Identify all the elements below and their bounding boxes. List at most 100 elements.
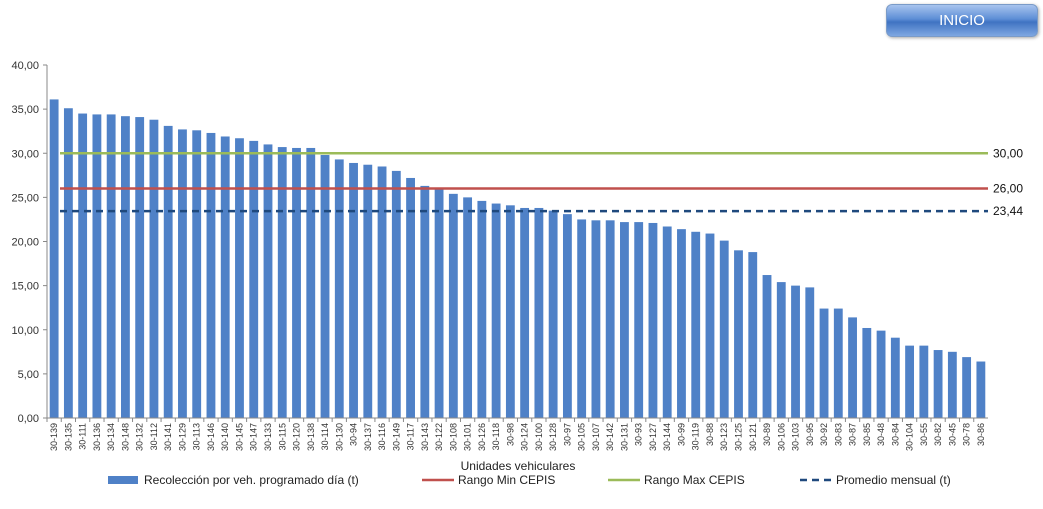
bar [620, 222, 629, 418]
bar [448, 193, 458, 418]
x-tick-label: 30-135 [63, 423, 73, 451]
bar [320, 155, 330, 418]
x-tick-label: 30-92 [819, 423, 829, 446]
x-tick-label: 30-82 [933, 423, 943, 446]
inicio-button[interactable]: INICIO [886, 4, 1038, 37]
bar [734, 250, 743, 418]
bar [249, 140, 259, 418]
bar [192, 130, 202, 418]
bar [648, 222, 658, 418]
x-tick-label: 30-129 [177, 423, 187, 451]
bar [78, 113, 88, 418]
x-tick-label: 30-111 [78, 423, 88, 450]
bar [890, 337, 900, 418]
bar [848, 317, 857, 418]
x-tick-label: 30-120 [292, 423, 302, 451]
bar [334, 159, 344, 419]
x-tick-label: 30-88 [705, 423, 715, 446]
bar [876, 330, 886, 418]
x-tick-label: 30-146 [206, 423, 216, 451]
bar [406, 177, 415, 418]
bars [49, 99, 986, 419]
x-tick-label: 30-145 [234, 423, 244, 451]
x-tick-label: 30-101 [463, 423, 473, 451]
bar [63, 108, 73, 419]
x-tick-label: 30-141 [163, 423, 173, 451]
bar [391, 170, 401, 418]
x-tick-label: 30-143 [420, 423, 430, 451]
bar [420, 185, 430, 418]
bar [862, 327, 872, 418]
x-tick-label: 30-89 [762, 423, 772, 446]
bar [719, 240, 729, 418]
x-tick-label: 30-114 [320, 423, 330, 450]
x-axis: 30-139 30-135 30-111 30-136 30-134 30-148 30-1… [46, 417, 988, 451]
x-tick-label: 30-98 [505, 423, 515, 446]
x-tick-label: 30-107 [591, 423, 601, 451]
x-tick-label: 30-134 [106, 423, 116, 451]
x-tick-label: 30-116 [377, 423, 387, 450]
bar [534, 207, 544, 418]
x-tick-label: 30-119 [691, 423, 701, 450]
bar [662, 226, 672, 418]
x-tick-label: 30-137 [363, 423, 373, 451]
x-tick-label: 30-99 [676, 423, 686, 446]
promedio-label: 23,44 [993, 204, 1023, 218]
bar [833, 308, 843, 418]
bar [463, 197, 473, 418]
x-tick-label: 30-78 [962, 423, 972, 446]
bar [962, 357, 972, 418]
x-tick-label: 30-149 [391, 423, 401, 451]
x-tick-label: 30-127 [648, 423, 658, 451]
bar [634, 222, 644, 418]
bar [505, 205, 515, 418]
x-tick-label: 30-83 [833, 423, 843, 446]
bar [106, 114, 116, 419]
x-tick-label: 30-147 [249, 423, 259, 451]
bar [776, 282, 786, 418]
x-tick-label: 30-126 [477, 423, 487, 451]
x-tick-label: 30-106 [776, 423, 786, 451]
x-tick-label: 30-86 [976, 423, 986, 446]
y-tick-label: 5,00 [18, 369, 39, 381]
x-tick-label: 30-84 [890, 423, 900, 446]
x-tick-label: 30-140 [220, 423, 230, 451]
bar [92, 114, 102, 419]
y-tick-label: 40,00 [11, 60, 39, 72]
legend-label: Rango Max CEPIS [644, 473, 745, 487]
bar [691, 231, 701, 418]
x-tick-label: 30-103 [791, 423, 801, 451]
bar [705, 233, 715, 418]
bar [220, 136, 230, 419]
max-cepis-label: 30,00 [993, 146, 1023, 160]
x-tick-label: 30-117 [406, 423, 416, 450]
x-tick-label: 30-144 [662, 423, 672, 451]
x-tick-label: 30-93 [634, 423, 644, 446]
bar [677, 229, 686, 418]
x-axis-title: Unidades vehiculares [461, 459, 576, 473]
bar [748, 252, 758, 418]
bar [235, 138, 244, 418]
x-tick-label: 30-112 [149, 423, 159, 450]
bar [605, 220, 615, 418]
y-tick-label: 35,00 [11, 104, 39, 116]
x-tick-label: 30-45 [947, 423, 957, 446]
bar [306, 147, 316, 418]
x-tick-label: 30-104 [905, 423, 915, 451]
legend-label: Promedio mensual (t) [836, 473, 951, 487]
bar [149, 119, 159, 418]
x-tick-label: 30-94 [349, 423, 359, 446]
bar [363, 164, 373, 418]
bar [349, 162, 358, 418]
y-tick-label: 10,00 [11, 325, 39, 337]
x-tick-label: 30-136 [92, 423, 102, 451]
min-cepis-label: 26,00 [993, 182, 1023, 196]
bar [591, 220, 601, 418]
x-tick-label: 30-133 [263, 423, 273, 451]
bar [434, 188, 444, 418]
bar [135, 117, 145, 418]
x-tick-label: 30-87 [848, 423, 858, 446]
bar [277, 147, 287, 418]
bar [577, 219, 587, 418]
